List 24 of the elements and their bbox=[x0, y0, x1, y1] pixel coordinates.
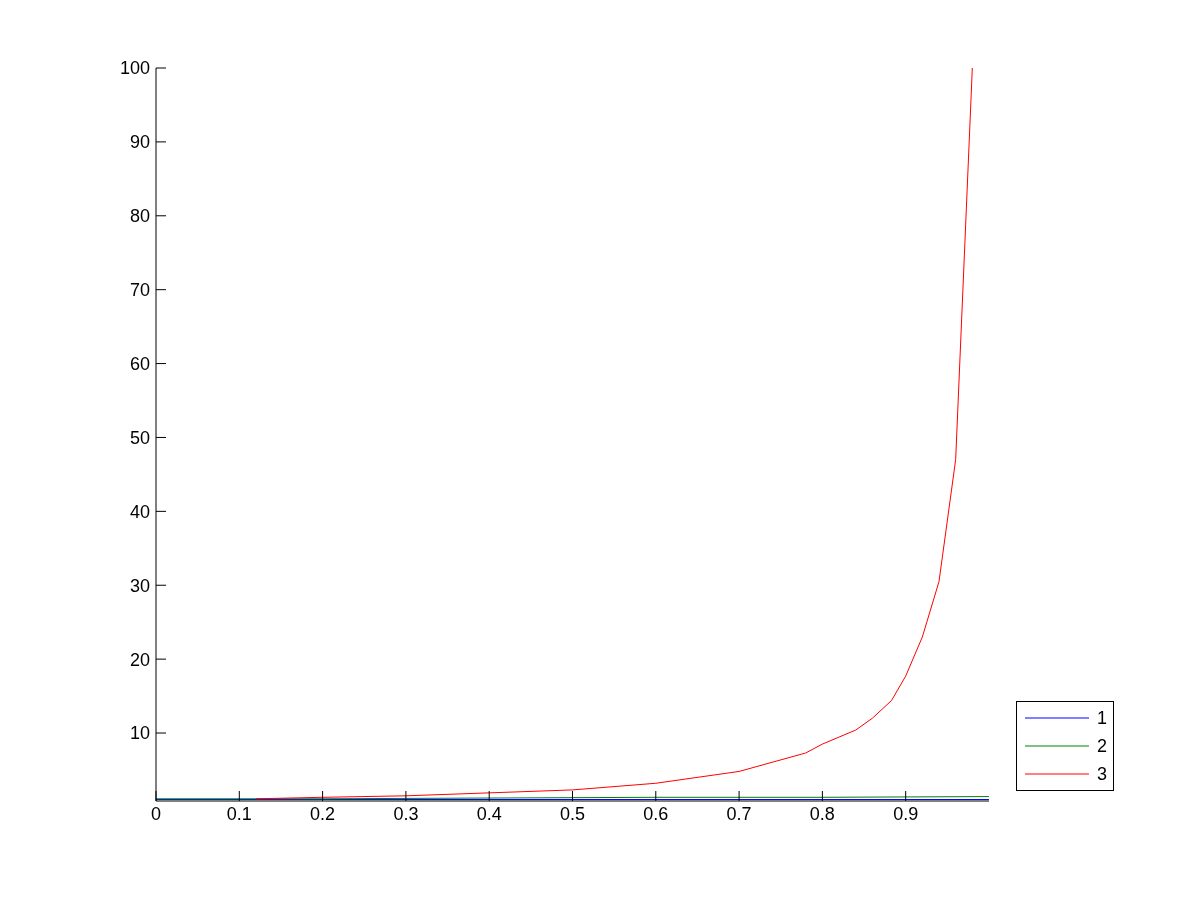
y-tick-label: 90 bbox=[129, 132, 150, 153]
legend-label: 2 bbox=[1096, 735, 1107, 757]
x-tick-label: 0.8 bbox=[809, 803, 835, 824]
x-tick-label: 0.3 bbox=[393, 803, 419, 824]
x-tick-label: 0.5 bbox=[559, 803, 586, 824]
x-tick-label: 0.4 bbox=[476, 803, 502, 824]
x-tick-label: 0 bbox=[150, 803, 162, 824]
legend-label: 1 bbox=[1096, 707, 1107, 729]
y-tick-label: 30 bbox=[129, 575, 150, 596]
x-tick-label: 0.6 bbox=[643, 803, 669, 824]
y-tick-label: 20 bbox=[129, 649, 150, 670]
y-tick-label: 50 bbox=[129, 427, 150, 448]
y-tick-label: 70 bbox=[129, 280, 150, 301]
y-tick-label: 80 bbox=[129, 206, 150, 227]
y-tick-label: 100 bbox=[119, 58, 150, 79]
y-tick-label: 40 bbox=[129, 501, 150, 522]
legend-label: 3 bbox=[1096, 763, 1107, 785]
x-tick-label: 0.1 bbox=[226, 803, 252, 824]
x-tick-label: 0.2 bbox=[310, 803, 336, 824]
y-tick-label: 60 bbox=[129, 353, 150, 374]
line-series bbox=[255, 68, 973, 800]
x-tick-label: 0.9 bbox=[893, 803, 919, 824]
x-tick-label: 0.7 bbox=[726, 803, 752, 824]
y-tick-label: 10 bbox=[129, 723, 150, 744]
